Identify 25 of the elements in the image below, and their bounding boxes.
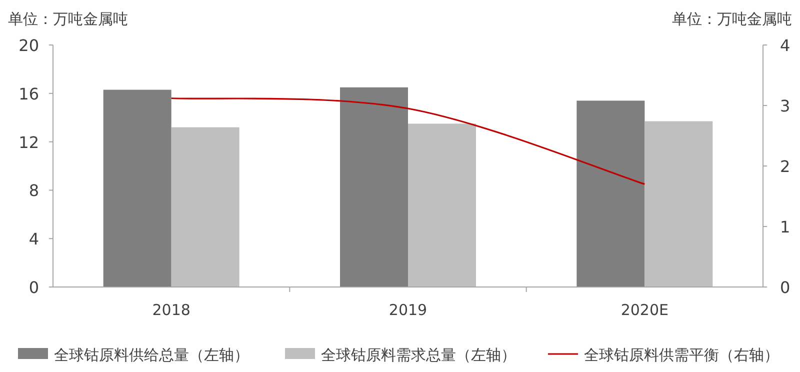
- x-tick-label: 2020E: [620, 301, 668, 319]
- x-tick-label: 2019: [388, 301, 428, 319]
- y2-tick-label: 1: [780, 218, 790, 236]
- y2-tick-label: 3: [780, 96, 790, 116]
- legend-label: 全球钴原料供需平衡（右轴）: [584, 346, 779, 364]
- bar: [644, 121, 713, 287]
- y-tick-label: 4: [28, 230, 39, 249]
- bar: [408, 124, 476, 287]
- bar: [171, 127, 240, 287]
- y-tick-label: 8: [28, 181, 39, 200]
- bar: [576, 100, 645, 287]
- y-tick-label: 0: [28, 278, 39, 297]
- bar: [340, 87, 408, 287]
- y2-tick-label: 0: [780, 278, 790, 297]
- x-tick-label: 2018: [152, 301, 190, 319]
- bar: [103, 90, 172, 287]
- y2-axis-title: 单位：万吨金属吨: [672, 10, 792, 28]
- y2-tick-label: 4: [780, 36, 790, 55]
- legend-label: 全球钴原料供给总量（左轴）: [54, 346, 249, 364]
- y-tick-label: 20: [18, 36, 39, 55]
- y-tick-label: 16: [18, 84, 39, 104]
- y-tick-label: 12: [18, 132, 39, 152]
- legend-label: 全球钴原料需求总量（左轴）: [321, 346, 516, 364]
- y-axis-title: 单位：万吨金属吨: [8, 10, 128, 28]
- y2-tick-label: 2: [780, 157, 790, 176]
